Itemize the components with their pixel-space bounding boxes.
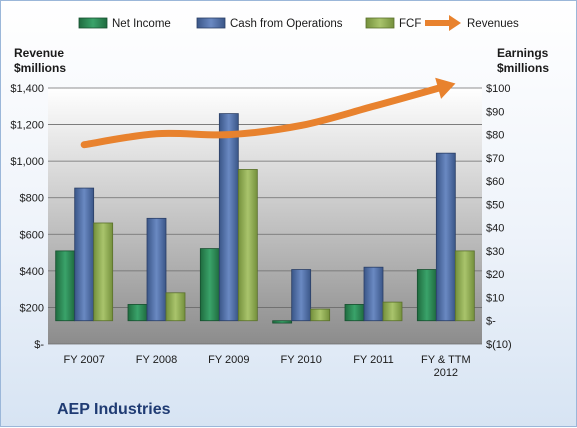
legend-label-revenues: Revenues: [467, 18, 519, 30]
x-tick-label: FY 2010: [280, 354, 321, 366]
bar-net-income: [128, 304, 147, 320]
legend-label-fcf: FCF: [399, 18, 421, 30]
right-tick-label: $80: [486, 130, 504, 142]
bar-cash-from-operations: [219, 114, 238, 321]
right-tick-label: $100: [486, 83, 510, 95]
left-axis-label-line1: Revenue: [14, 46, 64, 60]
bar-fcf: [311, 309, 330, 321]
bar-fcf: [455, 251, 474, 321]
x-tick-label: 2012: [434, 367, 458, 379]
x-tick-label: FY & TTM: [421, 354, 471, 366]
bar-fcf: [166, 293, 185, 321]
right-tick-label: $10: [486, 292, 504, 304]
bar-cash-from-operations: [436, 153, 455, 321]
left-tick-label: $400: [20, 266, 44, 278]
legend: Net Income Cash from Operations FCF Revenue…: [79, 15, 519, 31]
right-tick-label: $30: [486, 246, 504, 258]
bar-cash-from-operations: [364, 267, 383, 321]
left-tick-label: $1,200: [10, 120, 44, 132]
right-tick-label: $50: [486, 199, 504, 211]
legend-swatch-fcf: [366, 18, 394, 28]
legend-label-net-income: Net Income: [112, 18, 171, 30]
bar-cash-from-operations: [75, 188, 94, 321]
right-tick-label: $-: [486, 316, 496, 328]
x-tick-label: FY 2007: [63, 354, 104, 366]
right-tick-label: $70: [486, 153, 504, 165]
legend-swatch-net-income: [79, 18, 107, 28]
bar-net-income: [417, 270, 436, 321]
left-tick-label: $200: [20, 302, 44, 314]
x-tick-label: FY 2011: [353, 354, 394, 366]
legend-swatch-cash-from-operations: [197, 18, 225, 28]
bar-net-income: [56, 251, 75, 321]
bar-fcf: [238, 169, 257, 320]
chart-title: AEP Industries: [57, 401, 171, 418]
legend-arrow-icon: [449, 15, 461, 31]
right-axis-ticks: $(10) $- $10 $20 $30 $40 $50 $60 $70 $80 $90 $100: [486, 83, 512, 351]
right-axis-label-line2: $millions: [497, 61, 549, 75]
plot-area: [48, 88, 482, 344]
left-axis-label-line2: $millions: [14, 61, 66, 75]
left-tick-label: $-: [34, 339, 44, 351]
right-axis-label-line1: Earnings: [497, 46, 549, 60]
left-tick-label: $600: [20, 229, 44, 241]
right-tick-label: $60: [486, 176, 504, 188]
bar-net-income: [200, 249, 219, 321]
left-axis-ticks: $- $200 $400 $600 $800 $1,000 $1,200 $1,400: [10, 83, 44, 351]
legend-label-cash-from-operations: Cash from Operations: [230, 18, 343, 30]
bar-cash-from-operations: [292, 270, 311, 321]
x-axis-ticks: FY 2007 FY 2008 FY 2009 FY 2010 FY 2011 FY & …: [63, 354, 470, 379]
right-tick-label: $90: [486, 106, 504, 118]
bar-cash-from-operations: [147, 218, 166, 320]
bar-net-income: [345, 304, 364, 320]
bar-fcf: [94, 223, 113, 321]
bar-net-income: [273, 321, 292, 323]
right-tick-label: $(10): [486, 339, 512, 351]
right-tick-label: $20: [486, 269, 504, 281]
left-tick-label: $800: [20, 193, 44, 205]
left-tick-label: $1,400: [10, 83, 44, 95]
x-tick-label: FY 2009: [208, 354, 249, 366]
right-tick-label: $40: [486, 223, 504, 235]
left-tick-label: $1,000: [10, 156, 44, 168]
x-tick-label: FY 2008: [136, 354, 177, 366]
bar-fcf: [383, 302, 402, 321]
